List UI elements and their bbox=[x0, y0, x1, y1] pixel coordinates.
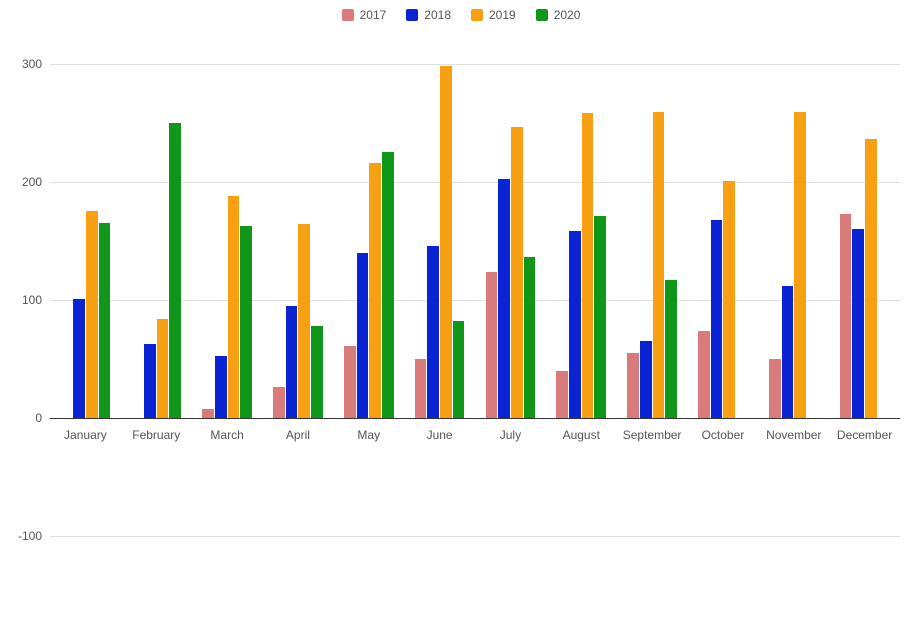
legend-swatch bbox=[536, 9, 548, 21]
legend-swatch bbox=[342, 9, 354, 21]
bar bbox=[627, 353, 639, 418]
bar bbox=[511, 127, 523, 418]
bar bbox=[298, 224, 310, 418]
gridline bbox=[50, 536, 900, 537]
bar bbox=[273, 387, 285, 418]
bar bbox=[169, 123, 181, 418]
x-tick-label: November bbox=[766, 428, 821, 442]
bar bbox=[840, 214, 852, 418]
chart-container: 2017201820192020 -1000100200300 JanuaryF… bbox=[0, 0, 922, 620]
bar bbox=[723, 181, 735, 419]
legend-item: 2017 bbox=[342, 8, 387, 22]
bar bbox=[228, 196, 240, 418]
x-tick-label: June bbox=[427, 428, 453, 442]
bar bbox=[640, 341, 652, 418]
x-tick-label: April bbox=[286, 428, 310, 442]
bar bbox=[524, 257, 536, 418]
bar bbox=[382, 152, 394, 418]
bar bbox=[665, 280, 677, 418]
legend-label: 2020 bbox=[554, 8, 581, 22]
bar bbox=[556, 371, 568, 418]
gridline bbox=[50, 64, 900, 65]
bar bbox=[794, 112, 806, 418]
x-tick-label: March bbox=[210, 428, 243, 442]
bar bbox=[157, 319, 169, 418]
x-tick-label: December bbox=[837, 428, 892, 442]
bar bbox=[357, 253, 369, 418]
bar bbox=[498, 179, 510, 418]
legend-label: 2018 bbox=[424, 8, 451, 22]
bar bbox=[311, 326, 323, 418]
legend-item: 2020 bbox=[536, 8, 581, 22]
x-tick-label: February bbox=[132, 428, 180, 442]
y-tick-label: 300 bbox=[22, 57, 42, 71]
bar bbox=[769, 359, 781, 418]
x-tick-label: January bbox=[64, 428, 107, 442]
axis-zero-line bbox=[50, 418, 900, 419]
bar bbox=[99, 223, 111, 418]
bar bbox=[865, 139, 877, 418]
y-tick-label: 200 bbox=[22, 175, 42, 189]
x-tick-label: May bbox=[357, 428, 380, 442]
bar bbox=[653, 112, 665, 418]
bar bbox=[215, 356, 227, 419]
bar bbox=[369, 163, 381, 418]
bar bbox=[86, 211, 98, 418]
plot-area: -1000100200300 bbox=[50, 40, 900, 560]
legend-item: 2018 bbox=[406, 8, 451, 22]
y-tick-label: 0 bbox=[35, 411, 42, 425]
bar bbox=[782, 286, 794, 418]
bar bbox=[582, 113, 594, 418]
legend-label: 2017 bbox=[360, 8, 387, 22]
legend: 2017 2018 2019 2020 bbox=[0, 8, 922, 24]
bar bbox=[240, 226, 252, 419]
y-tick-label: 100 bbox=[22, 293, 42, 307]
legend-swatch bbox=[471, 9, 483, 21]
y-tick-label: -100 bbox=[18, 529, 42, 543]
x-tick-label: October bbox=[702, 428, 745, 442]
x-tick-label: July bbox=[500, 428, 521, 442]
x-tick-label: August bbox=[563, 428, 600, 442]
bar bbox=[427, 246, 439, 419]
bar bbox=[486, 272, 498, 419]
bar bbox=[440, 66, 452, 418]
bar bbox=[594, 216, 606, 418]
bar bbox=[852, 229, 864, 418]
bar bbox=[344, 346, 356, 418]
bar bbox=[711, 220, 723, 419]
legend-swatch bbox=[406, 9, 418, 21]
legend-label: 2019 bbox=[489, 8, 516, 22]
bar bbox=[144, 344, 156, 418]
bar bbox=[569, 231, 581, 418]
bar bbox=[415, 359, 427, 418]
bar bbox=[698, 331, 710, 418]
bar bbox=[453, 321, 465, 418]
bar bbox=[202, 409, 214, 418]
x-tick-label: September bbox=[623, 428, 682, 442]
bar bbox=[73, 299, 85, 418]
bar bbox=[286, 306, 298, 418]
legend-item: 2019 bbox=[471, 8, 516, 22]
